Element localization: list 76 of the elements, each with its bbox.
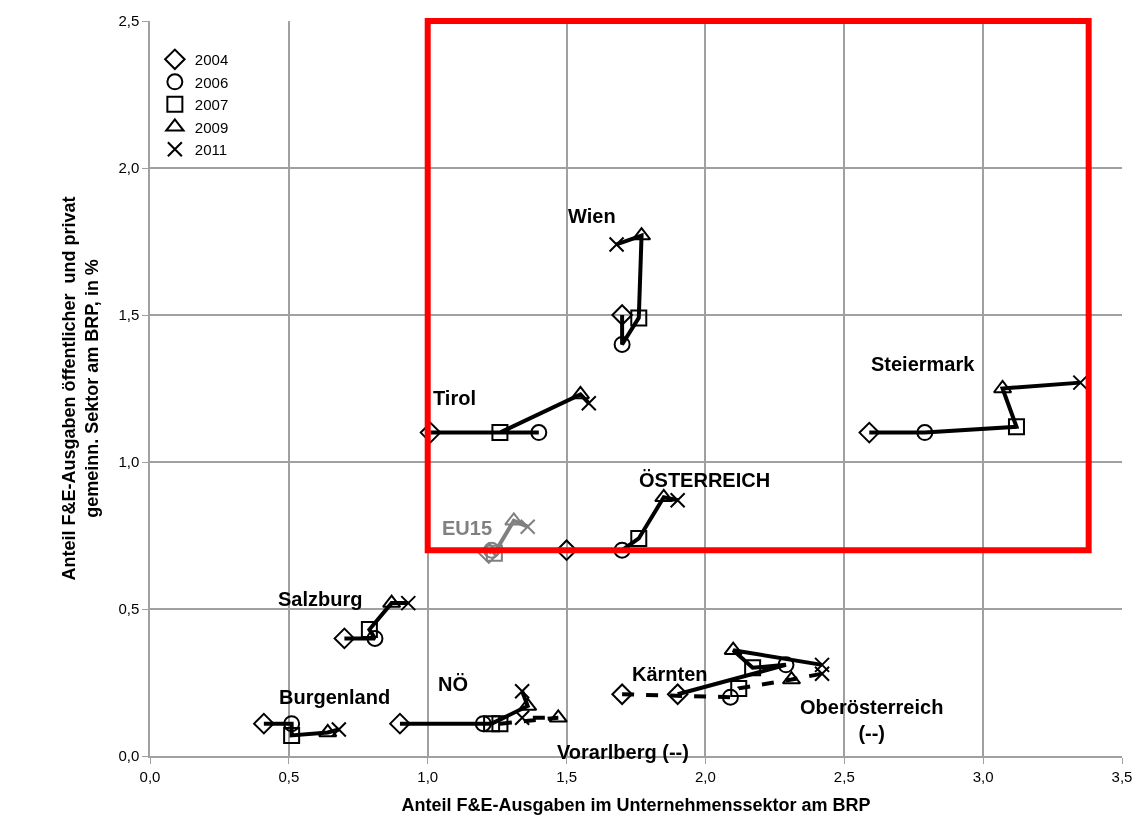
point xyxy=(721,688,739,706)
y-tick-label: 0,5 xyxy=(118,600,140,618)
series-label: Oberösterreich (--) xyxy=(800,696,944,744)
point xyxy=(608,236,625,253)
point xyxy=(1007,418,1025,436)
series-label: Vorarlberg (--) xyxy=(557,741,689,763)
x-tick-label: 0,5 xyxy=(278,767,300,785)
x-tick-label: 1,0 xyxy=(417,767,439,785)
point xyxy=(253,712,275,735)
point xyxy=(611,304,633,326)
series-label: Tirol xyxy=(433,387,476,409)
point xyxy=(666,683,689,706)
point xyxy=(548,709,568,723)
x-tick-label: 2,5 xyxy=(833,767,855,785)
point xyxy=(419,421,442,444)
point xyxy=(283,715,301,733)
series-label: Burgenland xyxy=(279,686,391,708)
legend-label: 2004 xyxy=(194,51,229,69)
point xyxy=(723,641,743,655)
point xyxy=(333,627,356,650)
point xyxy=(514,709,531,726)
point xyxy=(491,424,509,442)
point xyxy=(858,421,881,444)
series-label: Wien xyxy=(568,205,616,227)
point xyxy=(613,541,631,559)
point xyxy=(283,726,301,744)
point xyxy=(483,715,501,733)
y-tick-label: 1,0 xyxy=(118,453,140,471)
y-tick-label: 2,0 xyxy=(118,159,140,177)
point xyxy=(744,659,762,677)
x-tick-label: 3,5 xyxy=(1111,767,1133,785)
x-axis-title: Anteil F&E-Ausgaben im Unternehmenssektor am BRP xyxy=(401,795,871,816)
point xyxy=(814,656,831,673)
point xyxy=(400,595,417,612)
point xyxy=(474,715,492,733)
x-tick-label: 1,5 xyxy=(556,767,577,785)
point xyxy=(330,721,347,738)
point xyxy=(777,656,795,674)
point xyxy=(730,679,748,697)
point xyxy=(530,424,548,442)
y-tick-label: 0,0 xyxy=(118,747,140,765)
y-tick-label: 1,5 xyxy=(118,306,140,324)
point xyxy=(504,512,524,526)
series-label: NÖ xyxy=(438,673,468,695)
point xyxy=(630,309,648,327)
point xyxy=(491,715,509,733)
point xyxy=(580,395,597,412)
series-label: Kärnten xyxy=(632,663,708,685)
point xyxy=(519,518,536,535)
legend-label: 2009 xyxy=(194,118,229,136)
point xyxy=(318,723,338,738)
point xyxy=(630,529,648,547)
point xyxy=(654,488,674,503)
point xyxy=(389,712,411,735)
point xyxy=(518,697,538,711)
point xyxy=(570,385,591,400)
point xyxy=(814,665,831,682)
x-tick-label: 3,0 xyxy=(972,767,994,785)
point xyxy=(514,683,531,700)
point xyxy=(669,492,686,509)
legend-label: 2006 xyxy=(194,73,229,91)
legend-label: 2011 xyxy=(194,141,228,159)
series-label: EU15 xyxy=(442,517,493,539)
y-tick-label: 2,5 xyxy=(118,12,140,30)
point xyxy=(613,335,631,353)
point xyxy=(360,621,378,639)
series-label: ÖSTERREICH xyxy=(639,469,771,491)
y-axis-title: Anteil F&E-Ausgaben öffentlicher und privat gemeinn. Sektor am BRP, in % xyxy=(58,196,103,581)
point xyxy=(611,683,633,706)
x-tick-label: 2,0 xyxy=(695,767,716,785)
series-label: Steiermark xyxy=(871,353,976,375)
x-tick-label: 0,0 xyxy=(139,767,161,785)
point xyxy=(366,629,384,647)
point xyxy=(916,424,934,442)
series-label: Salzburg xyxy=(278,588,363,610)
legend-label: 2007 xyxy=(194,96,229,114)
